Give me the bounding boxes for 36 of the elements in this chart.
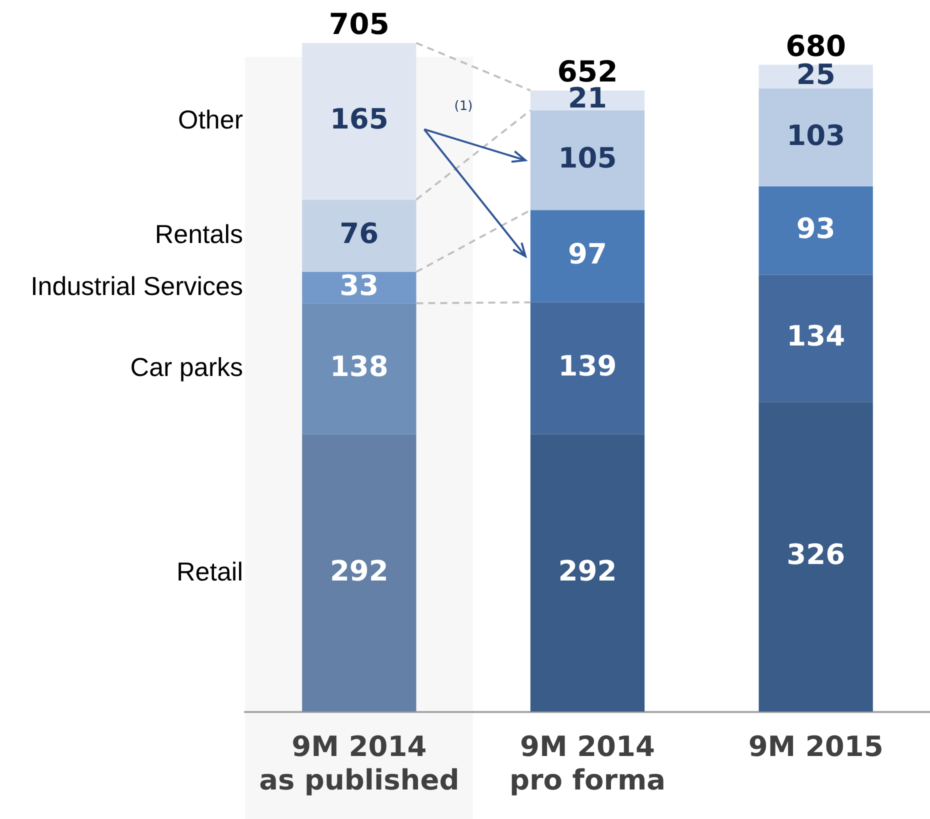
data-label: 292 — [330, 554, 388, 588]
bar — [530, 210, 645, 302]
data-label: 21 — [568, 82, 607, 115]
data-label: 105 — [558, 142, 617, 175]
text: Rentals — [154, 218, 243, 249]
data-label: 33 — [340, 268, 379, 302]
data-label: 292 — [558, 554, 617, 588]
data-label: 139 — [558, 350, 617, 383]
bar — [530, 434, 645, 712]
bar — [530, 110, 645, 210]
data-label: 97 — [568, 238, 607, 271]
text: Industrial Services — [30, 270, 243, 301]
text: Other — [178, 104, 244, 135]
bar — [758, 274, 873, 402]
data-label: 326 — [786, 538, 846, 572]
x-tick-label: 9M 2015 — [748, 730, 884, 763]
bar — [302, 200, 416, 272]
data-label: 76 — [340, 217, 379, 250]
data-label: 138 — [330, 350, 388, 384]
text: Retail — [176, 556, 243, 586]
text: Car parks — [130, 352, 243, 382]
data-label: 134 — [786, 320, 846, 353]
bar — [530, 302, 645, 434]
annotation: (1) — [454, 99, 473, 114]
data-label: 103 — [786, 118, 846, 152]
x-tick-label: 9M 2014 as published — [259, 730, 460, 796]
data-label: 93 — [796, 212, 836, 245]
bar — [758, 88, 873, 186]
bar — [302, 42, 416, 200]
bar — [758, 186, 873, 275]
data-label: 165 — [330, 102, 388, 136]
bar — [758, 402, 873, 712]
total-label: 705 — [328, 6, 390, 41]
bar — [302, 303, 416, 434]
bar — [302, 434, 416, 712]
x-tick-label: 9M 2014 pro forma — [509, 730, 666, 796]
